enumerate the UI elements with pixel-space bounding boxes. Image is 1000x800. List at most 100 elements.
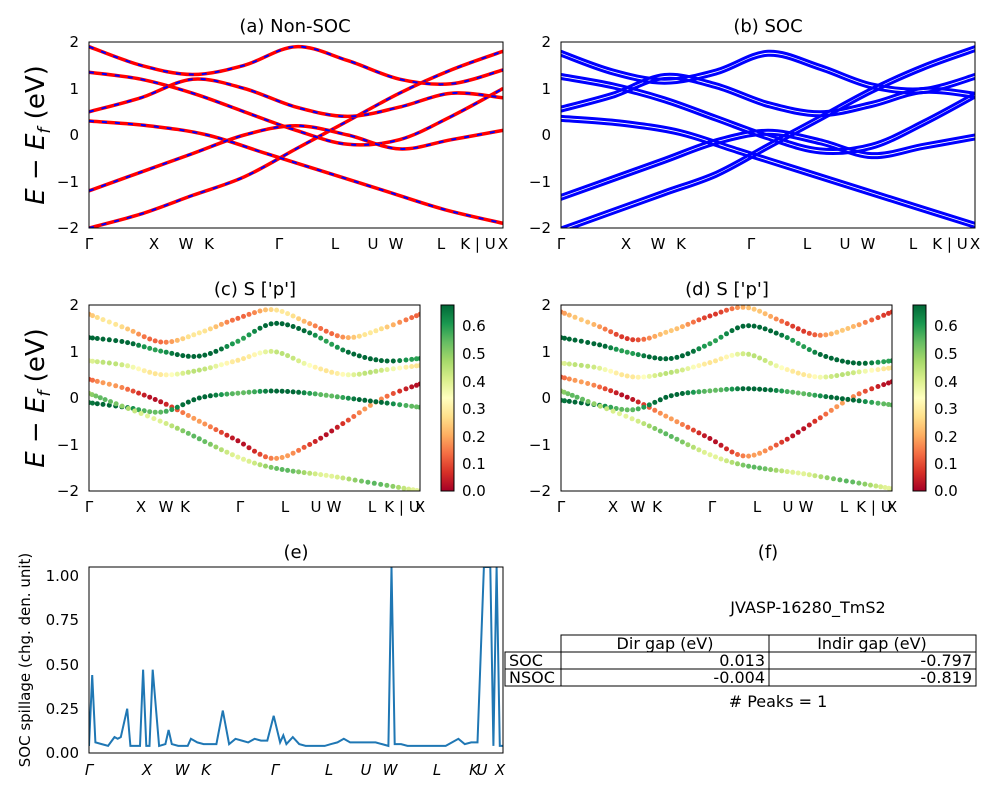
- projected-band-point: [202, 439, 208, 445]
- projected-band-point: [812, 349, 818, 355]
- projected-band-point: [828, 331, 834, 337]
- projected-band-point: [624, 394, 630, 400]
- projected-band-point: [812, 392, 818, 398]
- projected-band-point: [417, 356, 420, 361]
- projected-band-point: [578, 338, 584, 344]
- projected-band-point: [246, 311, 252, 317]
- projected-band-point: [572, 362, 578, 368]
- xtick: L: [368, 498, 377, 516]
- projected-band-point: [812, 332, 818, 338]
- projected-band-point: [318, 326, 324, 331]
- ytick: 1: [69, 343, 79, 361]
- projected-band-point: [668, 434, 674, 439]
- projected-band-point: [652, 399, 658, 405]
- projected-band-point: [180, 353, 186, 359]
- projected-band-point: [889, 379, 892, 385]
- ytick: 1: [541, 343, 551, 361]
- projected-band-point: [641, 336, 647, 342]
- xtick: Γ: [85, 761, 95, 779]
- projected-band-point: [562, 361, 567, 366]
- projected-band-point: [246, 458, 252, 464]
- projected-band-point: [307, 321, 313, 327]
- projected-band-point: [735, 386, 740, 392]
- projected-band-point: [881, 382, 887, 388]
- panel-c-plot: [89, 307, 420, 491]
- projected-band-point: [246, 332, 252, 338]
- projected-band-point: [290, 313, 296, 319]
- band-line-spin-down: [89, 77, 503, 118]
- projected-band-point: [307, 470, 313, 476]
- projected-band-point: [724, 386, 729, 392]
- projected-band-point: [207, 351, 213, 356]
- ytick: −2: [529, 482, 551, 500]
- projected-band-point: [301, 444, 307, 450]
- projected-band-point: [125, 363, 131, 369]
- projected-band-point: [828, 407, 834, 413]
- projected-band-point: [147, 369, 153, 375]
- projected-band-point: [790, 469, 796, 475]
- panel-a-xticks: Γ X W K Γ L U W L K | U X: [85, 235, 508, 253]
- projected-band-point: [679, 391, 685, 396]
- band-line-spin-up: [89, 44, 503, 87]
- projected-band-point: [868, 482, 873, 488]
- projected-band-point: [279, 388, 285, 394]
- projected-band-point: [779, 332, 785, 338]
- projected-band-point: [268, 388, 274, 394]
- projected-band-point: [257, 462, 263, 468]
- projected-band-point: [169, 372, 175, 378]
- projected-band-point: [875, 315, 881, 321]
- projected-band-point: [635, 399, 641, 405]
- projected-band-point: [345, 395, 351, 401]
- xtick: U: [361, 761, 372, 779]
- projected-band-point: [285, 453, 291, 459]
- projected-band-point: [362, 355, 368, 360]
- projected-band-point: [130, 364, 136, 370]
- projected-band-point: [572, 314, 578, 320]
- projected-band-point: [818, 474, 824, 480]
- projected-band-point: [578, 317, 584, 323]
- projected-band-point: [828, 374, 834, 379]
- projected-band-point: [701, 433, 707, 439]
- ytick: 0.75: [46, 611, 79, 629]
- projected-band-point: [119, 324, 125, 330]
- projected-band-point: [613, 346, 619, 352]
- projected-band-point: [795, 470, 801, 476]
- projected-band-point: [881, 401, 887, 407]
- projected-band-point: [873, 483, 879, 489]
- projected-band-point: [652, 373, 658, 379]
- projected-band-point: [345, 335, 351, 341]
- projected-band-point: [417, 404, 420, 410]
- projected-band-point: [378, 358, 384, 364]
- projected-band-point: [257, 308, 263, 314]
- projected-band-point: [174, 371, 180, 377]
- projected-band-point: [875, 400, 881, 406]
- ytick: 1: [69, 80, 79, 98]
- projected-band-point: [307, 442, 313, 447]
- projected-band-point: [834, 357, 840, 363]
- projected-band-point: [384, 367, 390, 373]
- projected-band-point: [674, 392, 680, 397]
- projected-band-point: [329, 393, 335, 399]
- projected-band-point: [130, 328, 136, 334]
- projected-band-point: [202, 421, 208, 427]
- projected-band-point: [329, 331, 335, 337]
- panel-a-title: (a) Non-SOC: [239, 16, 350, 37]
- projected-band-point: [735, 351, 740, 357]
- projected-band-point: [602, 343, 608, 349]
- soc-indir-gap: -0.797: [920, 651, 972, 670]
- projected-band-point: [869, 386, 875, 392]
- projected-band-point: [610, 408, 616, 414]
- panel-e-frame: [88, 566, 504, 754]
- projected-band-point: [318, 335, 324, 341]
- panel-f: (f) JVASP-16280_TmS2 Dir gap (eV) Indir …: [504, 542, 977, 711]
- projected-band-point: [889, 402, 892, 408]
- xtick: W: [631, 498, 646, 516]
- projected-band-point: [823, 332, 829, 338]
- projected-band-point: [679, 324, 685, 330]
- projected-band-point: [409, 315, 415, 321]
- xtick: W: [179, 235, 194, 253]
- projected-band-point: [613, 390, 619, 396]
- xtick: U: [477, 761, 488, 779]
- projected-band-point: [718, 387, 724, 393]
- panel-c: (c) S ['p'] E − Ef (eV) 2 1 0 −1 −2 Γ X …: [21, 279, 486, 516]
